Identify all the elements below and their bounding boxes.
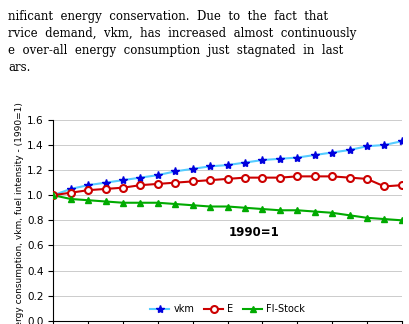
Legend: vkm, E, FI-Stock: vkm, E, FI-Stock [146, 300, 308, 318]
Text: 1990=1: 1990=1 [228, 226, 279, 239]
Y-axis label: Energy consumption, vkm, fuel intensity - (1990=1): Energy consumption, vkm, fuel intensity … [15, 102, 24, 324]
Text: nificant  energy  conservation.  Due  to  the  fact  that
rvice  demand,  vkm,  : nificant energy conservation. Due to the… [8, 10, 356, 74]
